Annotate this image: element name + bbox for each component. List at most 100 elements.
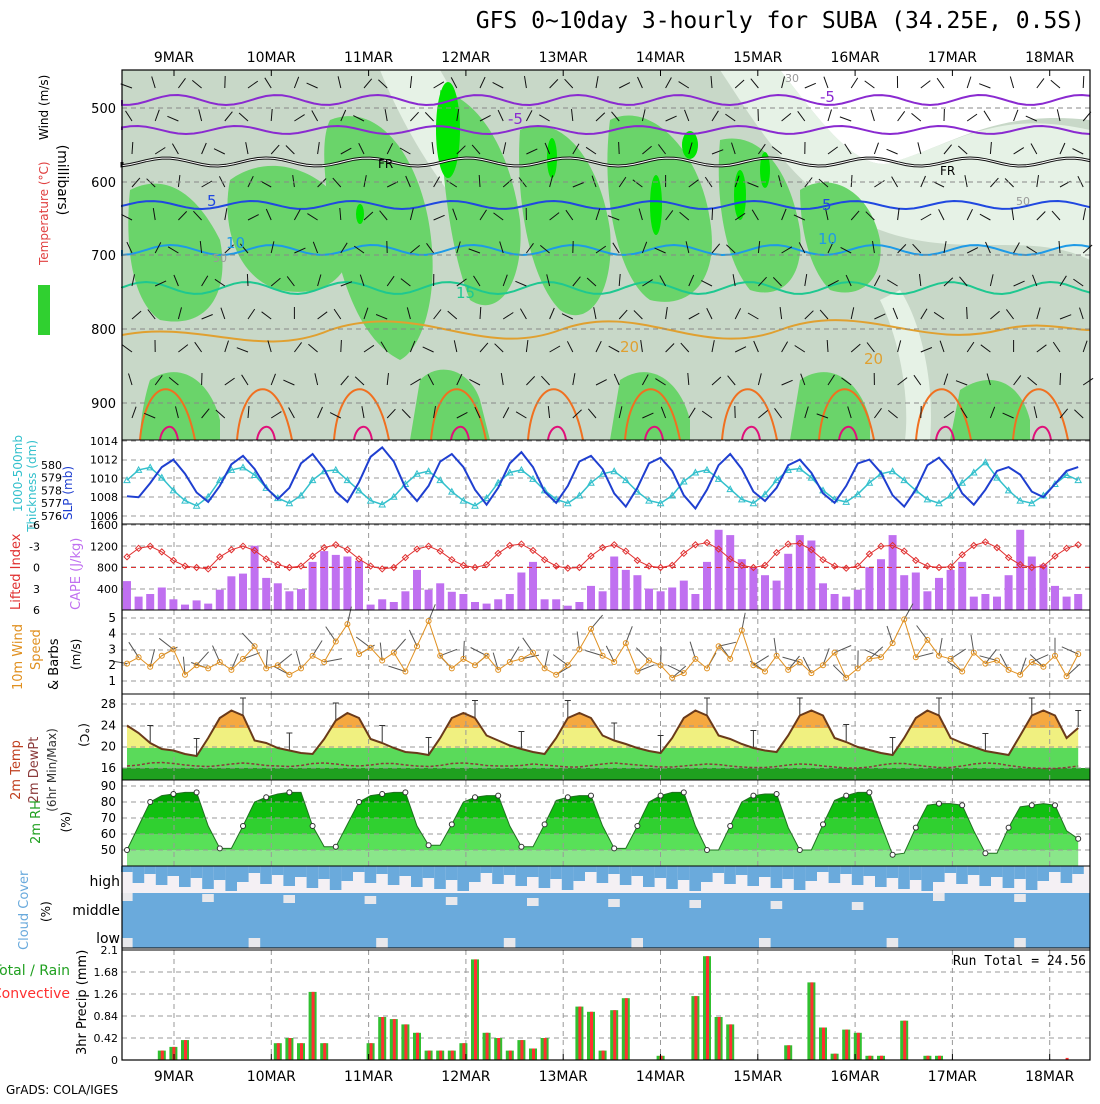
- rh-unit: (%): [59, 812, 73, 833]
- cloud-high-bar: [260, 866, 272, 884]
- precip-convective-bar: [393, 1019, 396, 1060]
- cloud-high-bar: [1072, 866, 1084, 874]
- cape-bar: [831, 594, 839, 610]
- cloud-unit: (%): [39, 901, 53, 922]
- slp-tick-label: 1012: [90, 454, 118, 467]
- precip-convective-bar: [381, 1017, 384, 1060]
- upper-wind-barb: [712, 208, 713, 220]
- cloud-high-bar: [631, 866, 643, 876]
- rh-2m-point: [310, 824, 315, 829]
- cape-bar: [227, 576, 235, 610]
- precip-convective-bar: [694, 996, 697, 1060]
- cape-bar: [668, 588, 676, 611]
- precip-convective-bar: [729, 1024, 732, 1060]
- cloud-high-bar: [933, 866, 945, 882]
- cloud-high-bar: [376, 866, 388, 874]
- cloud-high-bar: [411, 866, 423, 887]
- precip-convective-bar: [787, 1045, 790, 1060]
- cloud-low-gap: [887, 938, 899, 948]
- precip-convective-bar: [288, 1038, 291, 1060]
- cloud-high-bar: [747, 866, 759, 886]
- cape-bar: [1039, 565, 1047, 611]
- date-label-bottom: 17MAR: [928, 1069, 977, 1085]
- figure-title: GFS 0~10day 3-hourly for SUBA (34.25E, 0…: [0, 8, 1085, 34]
- cape-tick-label: 1600: [90, 519, 118, 532]
- rh-2m-point: [403, 790, 408, 795]
- contour-label-10-b: 10: [818, 230, 837, 248]
- rh-2m-point: [148, 800, 153, 805]
- cloud-high-bar: [713, 866, 725, 873]
- temp-unit: (°C): [77, 723, 91, 747]
- cape-bar: [541, 599, 549, 610]
- cloud-high-bar: [921, 866, 933, 891]
- date-label-top: 9MAR: [154, 50, 195, 66]
- cloud-high-bar: [655, 866, 667, 878]
- cape-bar: [401, 591, 409, 610]
- slp-tick-label: 1008: [90, 491, 118, 504]
- wind10-tick-label: 2: [108, 658, 116, 672]
- contour-label-20-b: 20: [864, 350, 883, 368]
- cloud-high-bar: [852, 866, 864, 885]
- precip-convective-bar: [462, 1043, 465, 1060]
- cloud-high-bar: [365, 866, 377, 883]
- precip-convective-bar: [845, 1030, 848, 1060]
- date-label-bottom: 14MAR: [636, 1069, 685, 1085]
- precip-convective-bar: [706, 956, 709, 1060]
- thickness-tick-label: 578: [41, 484, 62, 497]
- cape-bar: [1016, 530, 1024, 610]
- rh-2m-point: [1006, 825, 1011, 830]
- precip-convective-bar: [509, 1051, 512, 1060]
- cloud-high-bar: [817, 866, 829, 872]
- rh-2m-point: [681, 790, 686, 795]
- precip-convective-bar: [926, 1056, 929, 1060]
- contour-label-rh50: 50: [1016, 195, 1030, 208]
- upper-wind-barb: [341, 340, 342, 352]
- cape-label: CAPE (J/kg): [69, 538, 84, 610]
- rh-2m-point: [496, 793, 501, 798]
- cloud-high-bar: [1037, 866, 1049, 881]
- precip-convective-bar: [613, 1010, 616, 1060]
- cape-bar: [691, 594, 699, 610]
- cape-bar: [726, 535, 734, 610]
- cape-bar: [703, 562, 711, 610]
- precip-convective-bar: [822, 1028, 825, 1061]
- cloud-high-bar: [724, 866, 736, 884]
- cape-bar: [239, 574, 247, 610]
- cloud-high-bar: [597, 866, 609, 883]
- cape-bar: [494, 599, 502, 610]
- cape-bar: [181, 605, 189, 610]
- date-label-bottom: 9MAR: [154, 1069, 195, 1085]
- wind10-speed-line: [127, 619, 1078, 677]
- cloud-high-bar: [1014, 866, 1026, 879]
- date-label-top: 11MAR: [344, 50, 393, 66]
- cape-tick-label: 1200: [90, 540, 118, 553]
- precip-run-total: Run Total = 24.56: [953, 954, 1086, 969]
- cloud-high-bar: [1026, 866, 1038, 890]
- precip-convective-bar: [625, 998, 628, 1060]
- temp-tick-label: 16: [101, 761, 116, 775]
- cloud-high-bar: [620, 866, 632, 885]
- cloud-high-bar: [330, 866, 342, 890]
- rh-2m-point: [426, 843, 431, 848]
- contour-label-5-b: 5: [822, 196, 832, 214]
- rh-2m-point: [658, 793, 663, 798]
- thickness-label-title: 1000-500mb: [11, 435, 25, 512]
- cape-bar: [970, 597, 978, 610]
- date-label-bottom: 13MAR: [539, 1069, 588, 1085]
- rh-2m-point: [125, 848, 130, 853]
- upper-ytick-label: 900: [91, 397, 116, 412]
- cloud-high-bar: [144, 866, 156, 874]
- cape-bar: [204, 604, 212, 610]
- cloud-high-bar: [794, 866, 806, 890]
- cloud-high-bar: [643, 866, 655, 887]
- cape-bar: [564, 606, 572, 610]
- precip-convective-bar: [277, 1043, 280, 1060]
- li-tick-label: 3: [33, 583, 40, 596]
- upper-wind-barb: [1060, 373, 1061, 385]
- precip-convective-bar: [416, 1033, 419, 1060]
- rh-2m-point: [241, 824, 246, 829]
- rh-2m-point: [264, 795, 269, 800]
- rh-saturated-region-2: [650, 175, 662, 235]
- precip-tick-label: 1.68: [94, 966, 119, 979]
- cape-bar: [784, 554, 792, 610]
